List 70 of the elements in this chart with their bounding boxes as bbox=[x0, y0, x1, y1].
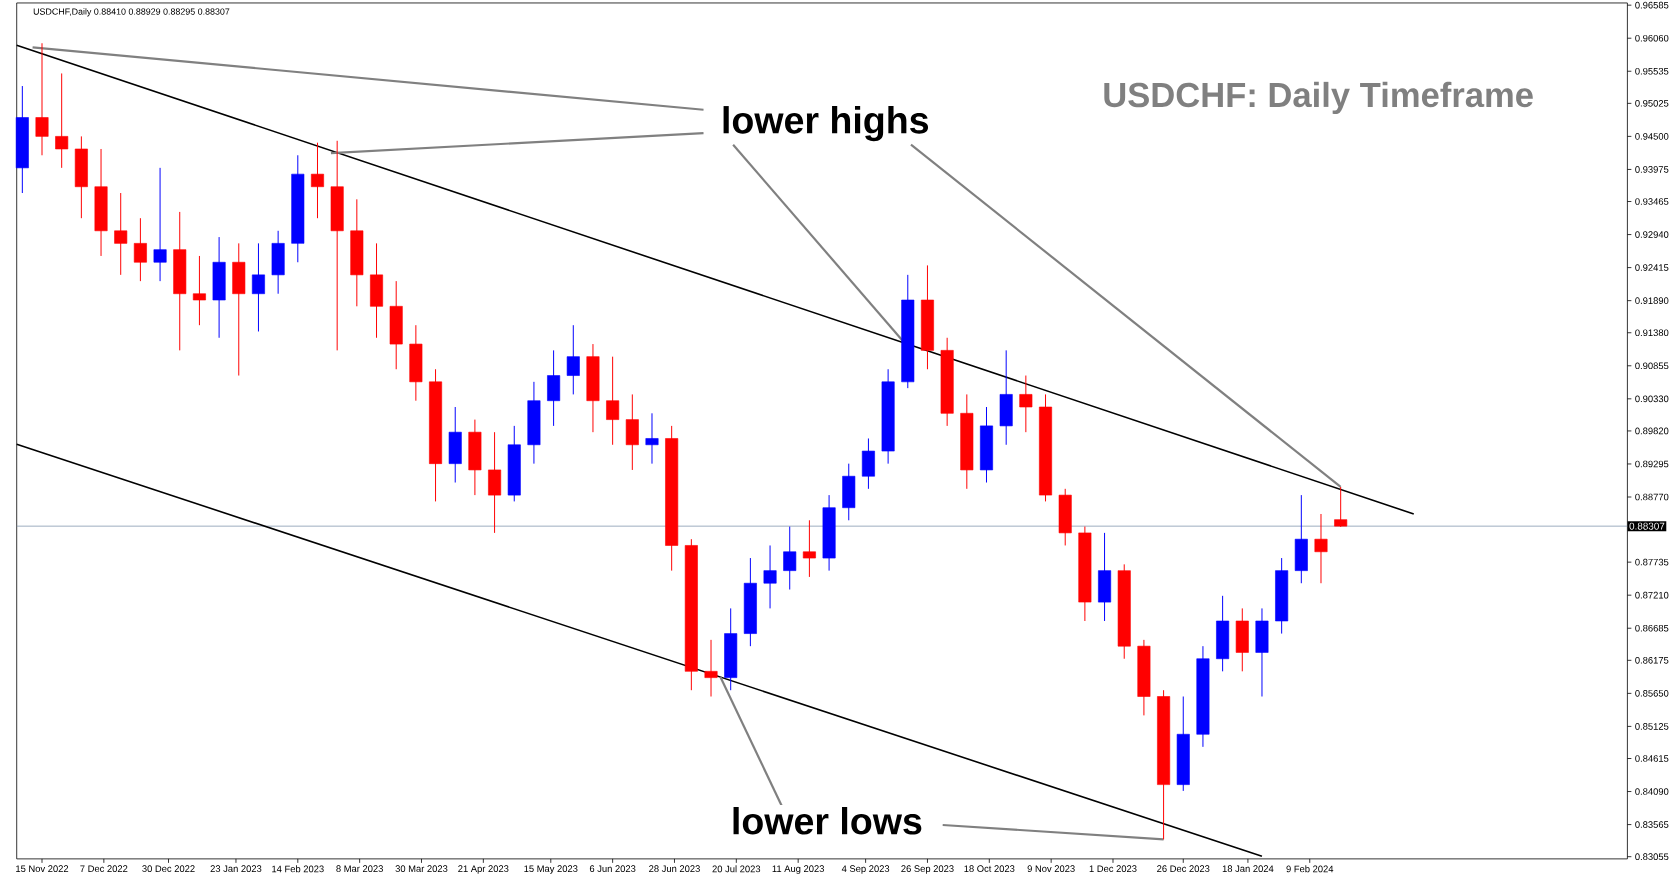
candlestick bbox=[35, 42, 49, 156]
candlestick bbox=[1334, 486, 1348, 528]
candlestick bbox=[1314, 513, 1328, 584]
y-tick-label: 0.90330 bbox=[1635, 395, 1669, 403]
x-tick-label: 7 Dec 2022 bbox=[80, 865, 128, 873]
x-tick-label: 6 Jun 2023 bbox=[589, 865, 636, 873]
candlestick bbox=[802, 519, 816, 578]
ref-line-label: 0.88307 bbox=[1629, 522, 1665, 530]
x-tick-label: 18 Jan 2024 bbox=[1222, 865, 1274, 873]
y-tick-label: 0.92415 bbox=[1635, 264, 1669, 272]
candlestick bbox=[704, 639, 718, 698]
text: USDCHF: Daily Timeframe bbox=[1104, 81, 1533, 115]
y-tick-label: 0.89820 bbox=[1635, 427, 1669, 435]
y-tick-label: 0.93465 bbox=[1635, 198, 1669, 205]
candlestick bbox=[311, 142, 324, 219]
y-tick-label: 0.96585 bbox=[1635, 1, 1669, 9]
candlestick bbox=[192, 255, 206, 326]
y-tick-label: 0.91380 bbox=[1635, 329, 1669, 337]
text: USDCHF,Daily 0.88410 0.88929 0.88295 0.88307 bbox=[33, 8, 230, 17]
candlestick bbox=[55, 73, 69, 169]
x-tick-label: 9 Feb 2024 bbox=[1286, 865, 1334, 873]
y-tick-label: 0.86685 bbox=[1635, 625, 1669, 632]
y-tick-label: 0.91890 bbox=[1635, 297, 1669, 305]
x-tick-label: 11 Aug 2023 bbox=[772, 865, 824, 874]
y-tick-label: 0.87735 bbox=[1635, 558, 1669, 566]
x-tick-label: 26 Sep 2023 bbox=[901, 865, 954, 874]
y-tick-label: 0.96060 bbox=[1635, 35, 1669, 42]
y-tick-label: 0.87210 bbox=[1635, 592, 1669, 599]
x-tick-label: 30 Dec 2022 bbox=[142, 865, 195, 873]
candlestick bbox=[133, 217, 147, 282]
y-tick-label: 0.84615 bbox=[1635, 755, 1669, 762]
x-tick-label: 8 Mar 2023 bbox=[336, 865, 383, 873]
annotation: lower highs bbox=[723, 106, 929, 142]
x-tick-label: 9 Nov 2023 bbox=[1027, 865, 1075, 873]
y-tick-label: 0.83565 bbox=[1635, 821, 1669, 829]
y-tick-label: 0.89295 bbox=[1635, 460, 1669, 468]
x-tick-label: 21 Apr 2023 bbox=[458, 865, 509, 874]
candlestick bbox=[251, 243, 265, 333]
x-tick-label: 30 Mar 2023 bbox=[395, 865, 448, 873]
y-tick-label: 0.94500 bbox=[1635, 133, 1669, 140]
y-tick-label: 0.95025 bbox=[1635, 100, 1669, 107]
candlestick bbox=[645, 412, 659, 465]
candlestick bbox=[114, 192, 128, 276]
y-tick-label: 0.85650 bbox=[1635, 690, 1669, 697]
x-tick-label: 20 Jul 2023 bbox=[712, 865, 761, 873]
annotation: lower lows bbox=[733, 807, 922, 835]
y-tick-label: 0.86175 bbox=[1635, 657, 1669, 664]
y-tick-label: 0.93975 bbox=[1635, 166, 1669, 173]
y-tick-label: 0.90855 bbox=[1635, 362, 1669, 370]
y-tick-label: 0.92940 bbox=[1635, 231, 1669, 239]
candlestick bbox=[153, 167, 167, 282]
y-tick-label: 0.88770 bbox=[1635, 493, 1669, 501]
x-tick-label: 26 Dec 2023 bbox=[1157, 865, 1210, 873]
x-tick-label: 14 Feb 2023 bbox=[272, 865, 324, 873]
x-tick-label: 15 May 2023 bbox=[524, 865, 578, 874]
x-tick-label: 1 Dec 2023 bbox=[1089, 865, 1137, 873]
x-tick-label: 4 Sep 2023 bbox=[841, 865, 890, 874]
y-tick-label: 0.95535 bbox=[1635, 68, 1669, 75]
x-tick-label: 15 Nov 2022 bbox=[16, 865, 69, 873]
candlestick bbox=[783, 526, 797, 591]
candlestick bbox=[1019, 375, 1033, 433]
x-tick-label: 23 Jan 2023 bbox=[210, 865, 262, 873]
x-tick-label: 18 Oct 2023 bbox=[964, 865, 1015, 873]
candlestick bbox=[763, 545, 777, 610]
candlestick bbox=[606, 356, 620, 446]
x-tick-label: 28 Jun 2023 bbox=[649, 865, 700, 873]
y-tick-label: 0.83055 bbox=[1635, 853, 1669, 861]
y-tick-label: 0.85125 bbox=[1635, 723, 1669, 730]
candlestick bbox=[566, 324, 580, 396]
y-tick-label: 0.84090 bbox=[1635, 788, 1669, 796]
